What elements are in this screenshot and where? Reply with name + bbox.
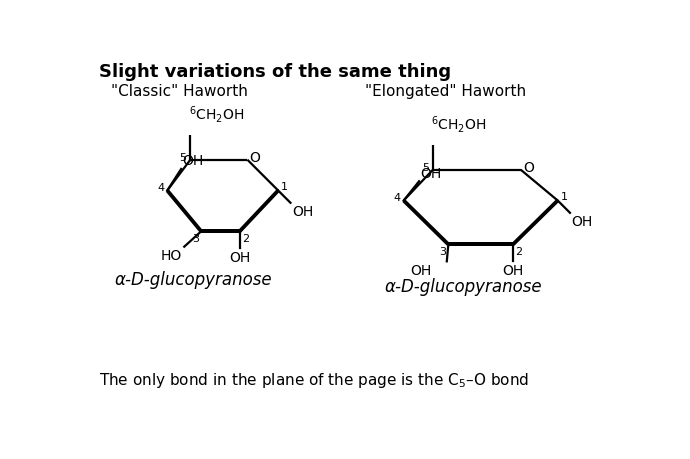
Polygon shape <box>166 190 203 233</box>
Text: OH: OH <box>502 263 524 277</box>
Text: $^{6}$CH$_{2}$OH: $^{6}$CH$_{2}$OH <box>189 104 244 125</box>
Polygon shape <box>201 230 239 234</box>
Text: α-D-glucopyranose: α-D-glucopyranose <box>384 278 542 296</box>
Text: HO: HO <box>161 249 182 263</box>
Text: $^{6}$CH$_{2}$OH: $^{6}$CH$_{2}$OH <box>431 114 487 135</box>
Text: 2: 2 <box>515 246 522 257</box>
Polygon shape <box>448 243 513 247</box>
Text: Slight variations of the same thing: Slight variations of the same thing <box>99 63 451 81</box>
Text: OH: OH <box>229 250 250 264</box>
Text: OH: OH <box>183 154 204 168</box>
Text: 4: 4 <box>157 183 164 193</box>
Text: The only bond in the plane of the page is the C$_{5}$–O bond: The only bond in the plane of the page i… <box>99 370 529 389</box>
Text: 5: 5 <box>422 162 429 172</box>
Text: O: O <box>523 160 534 174</box>
Polygon shape <box>238 190 279 233</box>
Text: OH: OH <box>292 205 313 219</box>
Text: "Classic" Haworth: "Classic" Haworth <box>111 84 248 99</box>
Text: 2: 2 <box>242 233 249 243</box>
Polygon shape <box>402 200 450 246</box>
Text: "Elongated" Haworth: "Elongated" Haworth <box>365 84 526 99</box>
Text: OH: OH <box>571 215 593 229</box>
Text: O: O <box>250 150 261 164</box>
Text: 5: 5 <box>179 152 186 162</box>
Text: OH: OH <box>410 263 431 277</box>
Text: 4: 4 <box>393 193 401 203</box>
Text: α-D-glucopyranose: α-D-glucopyranose <box>115 270 273 288</box>
Text: 1: 1 <box>282 181 288 191</box>
Text: 3: 3 <box>192 233 199 243</box>
Text: 1: 1 <box>561 191 568 202</box>
Text: OH: OH <box>421 166 442 180</box>
Polygon shape <box>512 200 559 246</box>
Text: 3: 3 <box>439 246 446 257</box>
